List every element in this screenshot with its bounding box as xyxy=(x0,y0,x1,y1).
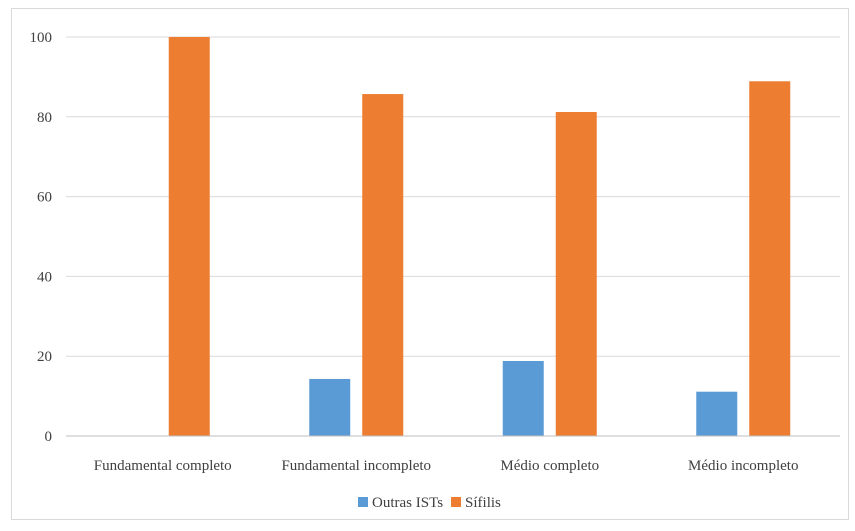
bar-sifilis xyxy=(749,81,791,436)
legend-label: Sífilis xyxy=(465,495,501,511)
bar-outras-ists xyxy=(696,391,738,436)
legend-label: Outras ISTs xyxy=(372,495,443,511)
bar-sifilis xyxy=(555,112,597,437)
bars xyxy=(168,37,791,437)
y-tick-label: 0 xyxy=(45,429,53,445)
bar-outras-ists xyxy=(309,378,351,436)
x-category-label: Fundamental incompleto xyxy=(281,458,431,474)
y-axis-ticks: 0 20 40 60 80 100 xyxy=(30,30,53,445)
bar-outras-ists xyxy=(502,360,544,436)
x-category-label: Fundamental completo xyxy=(94,458,232,474)
y-tick-label: 40 xyxy=(37,269,52,285)
y-tick-label: 60 xyxy=(37,190,52,206)
legend-swatch xyxy=(358,497,368,507)
y-tick-label: 20 xyxy=(37,349,52,365)
y-tick-label: 100 xyxy=(30,30,53,46)
x-axis-labels: Fundamental completo Fundamental incomple… xyxy=(94,458,799,474)
legend-swatch xyxy=(451,497,462,507)
legend: Outras ISTs Sífilis xyxy=(358,495,501,511)
y-tick-label: 80 xyxy=(37,110,52,126)
bar-sifilis xyxy=(168,37,210,436)
x-category-label: Médio incompleto xyxy=(688,458,798,474)
bar-sifilis xyxy=(362,94,404,436)
x-category-label: Médio completo xyxy=(500,458,599,474)
